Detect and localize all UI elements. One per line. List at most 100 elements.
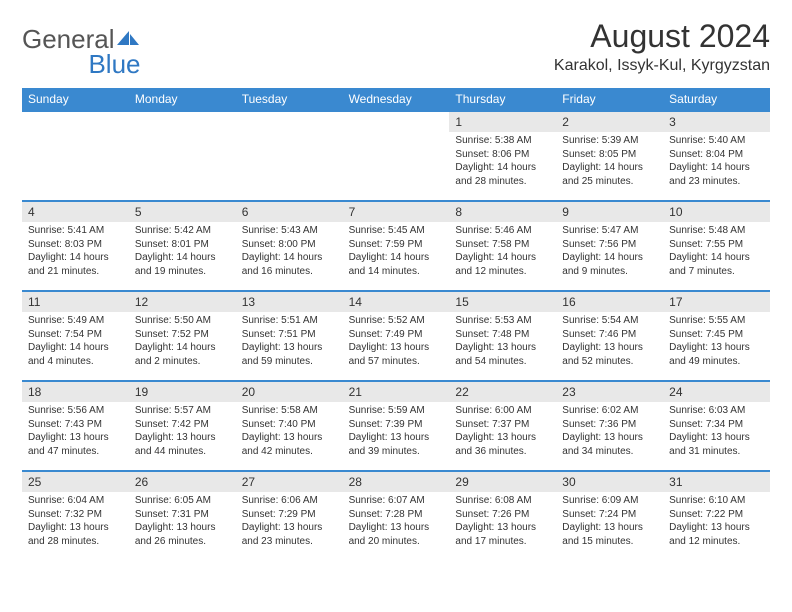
daylight-line-1: Daylight: 14 hours (28, 341, 123, 355)
sunrise-line: Sunrise: 6:09 AM (562, 494, 657, 508)
daylight-line-1: Daylight: 13 hours (242, 341, 337, 355)
daylight-line-1: Daylight: 14 hours (562, 161, 657, 175)
day-number: 23 (556, 382, 663, 402)
day-cell (343, 112, 450, 200)
day-number: 9 (556, 202, 663, 222)
day-number: 3 (663, 112, 770, 132)
sunrise-line: Sunrise: 5:51 AM (242, 314, 337, 328)
day-number: 1 (449, 112, 556, 132)
sunrise-line: Sunrise: 5:46 AM (455, 224, 550, 238)
day-cell: 6Sunrise: 5:43 AMSunset: 8:00 PMDaylight… (236, 202, 343, 290)
day-number: 17 (663, 292, 770, 312)
daylight-line-1: Daylight: 14 hours (455, 251, 550, 265)
location-label: Karakol, Issyk-Kul, Kyrgyzstan (554, 57, 770, 75)
day-cell: 17Sunrise: 5:55 AMSunset: 7:45 PMDayligh… (663, 292, 770, 380)
daylight-line-1: Daylight: 13 hours (135, 521, 230, 535)
day-body: Sunrise: 5:43 AMSunset: 8:00 PMDaylight:… (236, 222, 343, 282)
daylight-line-2: and 7 minutes. (669, 265, 764, 279)
sunset-line: Sunset: 7:58 PM (455, 238, 550, 252)
sunrise-line: Sunrise: 6:03 AM (669, 404, 764, 418)
day-body: Sunrise: 5:57 AMSunset: 7:42 PMDaylight:… (129, 402, 236, 462)
daylight-line-1: Daylight: 13 hours (28, 521, 123, 535)
day-body: Sunrise: 5:54 AMSunset: 7:46 PMDaylight:… (556, 312, 663, 372)
day-number (129, 112, 236, 116)
day-cell: 15Sunrise: 5:53 AMSunset: 7:48 PMDayligh… (449, 292, 556, 380)
daylight-line-2: and 16 minutes. (242, 265, 337, 279)
daylight-line-2: and 34 minutes. (562, 445, 657, 459)
day-number: 26 (129, 472, 236, 492)
day-cell: 13 Sunrise: 5:51 AMSunset: 7:51 PMDayligh… (236, 292, 343, 380)
sunset-line: Sunset: 7:42 PM (135, 418, 230, 432)
daylight-line-1: Daylight: 13 hours (28, 431, 123, 445)
sunrise-line: Sunrise: 6:06 AM (242, 494, 337, 508)
day-body: Sunrise: 6:05 AMSunset: 7:31 PMDaylight:… (129, 492, 236, 552)
daylight-line-1: Daylight: 13 hours (349, 341, 444, 355)
day-number: 30 (556, 472, 663, 492)
sunset-line: Sunset: 8:06 PM (455, 148, 550, 162)
day-cell: 25Sunrise: 6:04 AMSunset: 7:32 PMDayligh… (22, 472, 129, 560)
sunset-line: Sunset: 7:59 PM (349, 238, 444, 252)
day-cell: 20Sunrise: 5:58 AMSunset: 7:40 PMDayligh… (236, 382, 343, 470)
day-number: 19 (129, 382, 236, 402)
sunset-line: Sunset: 7:26 PM (455, 508, 550, 522)
logo: GeneralBlue (22, 24, 141, 80)
daylight-line-1: Daylight: 14 hours (669, 251, 764, 265)
daylight-line-1: Daylight: 13 hours (669, 341, 764, 355)
sunset-line: Sunset: 7:46 PM (562, 328, 657, 342)
sunrise-line: Sunrise: 6:05 AM (135, 494, 230, 508)
daylight-line-1: Daylight: 13 hours (242, 431, 337, 445)
day-number: 11 (22, 292, 129, 312)
logo-text-blue: Blue (88, 49, 140, 79)
day-number: 22 (449, 382, 556, 402)
daylight-line-1: Daylight: 14 hours (349, 251, 444, 265)
week-row: 1Sunrise: 5:38 AMSunset: 8:06 PMDaylight… (22, 110, 770, 200)
day-number: 12 (129, 292, 236, 312)
sunrise-line: Sunrise: 6:02 AM (562, 404, 657, 418)
day-body: Sunrise: 6:10 AMSunset: 7:22 PMDaylight:… (663, 492, 770, 552)
sunrise-line: Sunrise: 5:50 AM (135, 314, 230, 328)
day-body: Sunrise: 5:58 AMSunset: 7:40 PMDaylight:… (236, 402, 343, 462)
logo-triangle-icon (117, 30, 141, 51)
sunset-line: Sunset: 7:36 PM (562, 418, 657, 432)
day-number: 15 (449, 292, 556, 312)
daylight-line-2: and 17 minutes. (455, 535, 550, 549)
weekday-header-row: SundayMondayTuesdayWednesdayThursdayFrid… (22, 88, 770, 110)
daylight-line-1: Daylight: 14 hours (135, 341, 230, 355)
sunrise-line: Sunrise: 5:40 AM (669, 134, 764, 148)
day-cell: 14Sunrise: 5:52 AMSunset: 7:49 PMDayligh… (343, 292, 450, 380)
sunrise-line: Sunrise: 6:08 AM (455, 494, 550, 508)
day-cell: 27Sunrise: 6:06 AMSunset: 7:29 PMDayligh… (236, 472, 343, 560)
sunrise-line: Sunrise: 5:39 AM (562, 134, 657, 148)
sunset-line: Sunset: 7:51 PM (242, 328, 337, 342)
sunset-line: Sunset: 7:32 PM (28, 508, 123, 522)
daylight-line-1: Daylight: 13 hours (135, 431, 230, 445)
day-number: 6 (236, 202, 343, 222)
header: GeneralBlue August 2024 Karakol, Issyk-K… (22, 18, 770, 80)
day-body: Sunrise: 5:42 AMSunset: 8:01 PMDaylight:… (129, 222, 236, 282)
day-body: Sunrise: 6:09 AMSunset: 7:24 PMDaylight:… (556, 492, 663, 552)
daylight-line-2: and 14 minutes. (349, 265, 444, 279)
sunset-line: Sunset: 7:43 PM (28, 418, 123, 432)
day-body: Sunrise: 5:38 AMSunset: 8:06 PMDaylight:… (449, 132, 556, 192)
day-body: Sunrise: 5:45 AMSunset: 7:59 PMDaylight:… (343, 222, 450, 282)
daylight-line-2: and 23 minutes. (669, 175, 764, 189)
day-cell (129, 112, 236, 200)
daylight-line-1: Daylight: 14 hours (28, 251, 123, 265)
sunrise-line: Sunrise: 5:47 AM (562, 224, 657, 238)
day-body: Sunrise: 5:55 AMSunset: 7:45 PMDaylight:… (663, 312, 770, 372)
daylight-line-1: Daylight: 13 hours (669, 521, 764, 535)
day-number: 16 (556, 292, 663, 312)
daylight-line-2: and 2 minutes. (135, 355, 230, 369)
day-body: Sunrise: 6:07 AMSunset: 7:28 PMDaylight:… (343, 492, 450, 552)
weekday-cell: Wednesday (343, 88, 450, 110)
day-body: Sunrise: 6:08 AMSunset: 7:26 PMDaylight:… (449, 492, 556, 552)
day-body: Sunrise: 5:50 AMSunset: 7:52 PMDaylight:… (129, 312, 236, 372)
weekday-cell: Sunday (22, 88, 129, 110)
day-number: 13 (236, 292, 343, 312)
day-cell: 22Sunrise: 6:00 AMSunset: 7:37 PMDayligh… (449, 382, 556, 470)
week-row: 25Sunrise: 6:04 AMSunset: 7:32 PMDayligh… (22, 470, 770, 560)
day-cell: 30Sunrise: 6:09 AMSunset: 7:24 PMDayligh… (556, 472, 663, 560)
day-cell: 24Sunrise: 6:03 AMSunset: 7:34 PMDayligh… (663, 382, 770, 470)
daylight-line-1: Daylight: 13 hours (349, 431, 444, 445)
day-number: 7 (343, 202, 450, 222)
